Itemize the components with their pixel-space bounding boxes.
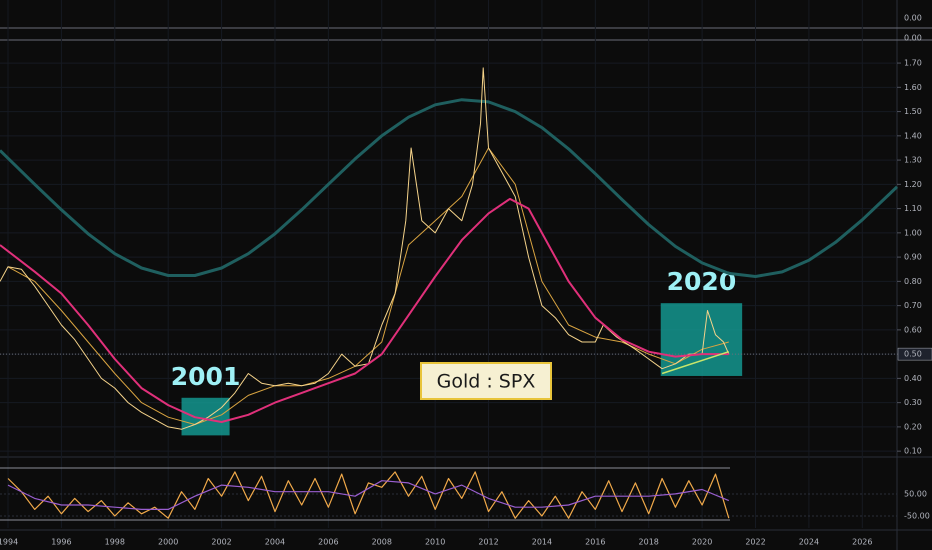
y-tick-label: 1.10 <box>904 204 922 213</box>
y-tick-label: 0.20 <box>904 422 922 431</box>
x-tick-label: 1994 <box>0 538 18 547</box>
y-tick-label: 50.00 <box>904 489 927 498</box>
x-tick-label: 2024 <box>799 538 819 547</box>
x-tick-label: 2002 <box>211 538 231 547</box>
y-tick-label: 1.70 <box>904 59 922 68</box>
y-tick-label: 0.90 <box>904 253 922 262</box>
x-tick-label: 2006 <box>318 538 338 547</box>
y-tick-label: 0.30 <box>904 398 922 407</box>
last-value-label: 0.50 <box>904 350 922 359</box>
series-line <box>7 471 730 519</box>
x-tick-label: 2026 <box>852 538 872 547</box>
x-tick-label: 2000 <box>158 538 178 547</box>
x-tick-label: 2022 <box>745 538 765 547</box>
x-tick-label: 2004 <box>265 538 285 547</box>
y-tick-label: 0.10 <box>904 447 922 456</box>
top-pane-label: 0.00 <box>904 14 922 23</box>
last-value-tag <box>897 347 932 361</box>
y-tick-label: 0.80 <box>904 277 922 286</box>
series-line <box>661 350 730 375</box>
y-tick-label: 1.00 <box>904 228 922 237</box>
x-tick-label: 2018 <box>639 538 659 547</box>
y-tick-label: -50.00 <box>904 511 930 520</box>
x-tick-label: 2014 <box>532 538 552 547</box>
x-tick-label: 1998 <box>105 538 125 547</box>
title-box-frame <box>420 362 552 400</box>
y-tick-label: 1.40 <box>904 131 922 140</box>
series-line <box>0 67 730 430</box>
y-tick-label: 1.20 <box>904 180 922 189</box>
series-line <box>7 147 729 425</box>
highlight-box <box>181 397 230 436</box>
x-tick-label: 2008 <box>372 538 392 547</box>
x-tick-label: 2012 <box>478 538 498 547</box>
series-line <box>0 197 729 423</box>
y-tick-label: 0.40 <box>904 374 922 383</box>
y-tick-label: 1.50 <box>904 107 922 116</box>
x-tick-label: 2010 <box>425 538 445 547</box>
y-tick-label: 1.60 <box>904 83 922 92</box>
x-tick-label: 2016 <box>585 538 605 547</box>
highlight-label: 2001 <box>171 362 241 391</box>
y-tick-label: 0.70 <box>904 301 922 310</box>
top-pane-label: 0.00 <box>904 34 922 43</box>
x-tick-label: 2020 <box>692 538 712 547</box>
x-tick-label: 1996 <box>51 538 71 547</box>
chart-title: Gold : SPX <box>437 371 536 393</box>
title-box: Gold : SPX <box>420 362 552 400</box>
y-tick-label: 0.60 <box>904 325 922 334</box>
y-tick-label: 1.30 <box>904 156 922 165</box>
series-line <box>0 98 899 278</box>
series-line <box>7 480 730 510</box>
